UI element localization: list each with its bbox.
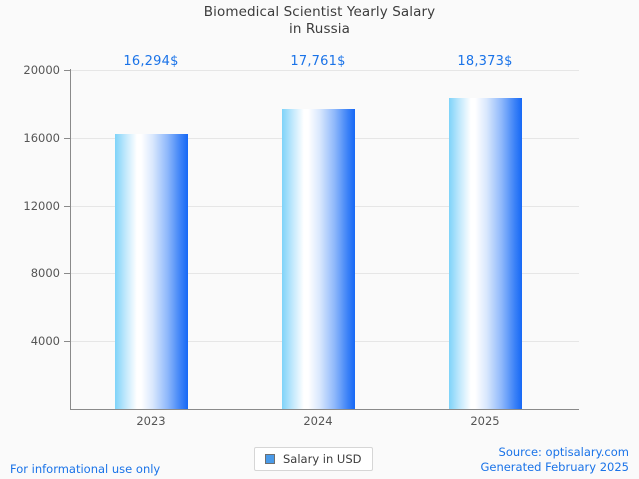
- y-tick-label-4000: 4000: [30, 334, 60, 348]
- bar-2024[interactable]: [282, 109, 355, 409]
- bar-2025[interactable]: [449, 98, 522, 409]
- bar-2023[interactable]: [115, 134, 188, 409]
- footer-disclaimer: For informational use only: [10, 462, 161, 476]
- y-tick-label-20000: 20000: [23, 63, 60, 77]
- y-tick-label-16000: 16000: [23, 131, 60, 145]
- y-tick-mark-12000: [64, 206, 70, 207]
- gridline-20000: [71, 70, 579, 71]
- legend-label-salary-in-usd: Salary in USD: [283, 452, 362, 466]
- y-tick-mark-8000: [64, 273, 70, 274]
- bar-value-2025: 18,373$: [457, 54, 513, 69]
- plot-area: [71, 70, 579, 409]
- x-tick-label-2024: 2024: [303, 414, 333, 428]
- legend-swatch-icon: [265, 454, 275, 464]
- y-tick-label-12000: 12000: [23, 199, 60, 213]
- y-tick-mark-20000: [64, 70, 70, 71]
- chart-title-line-2: in Russia: [289, 21, 350, 37]
- y-axis-line: [70, 69, 71, 410]
- bar-value-2024: 17,761$: [290, 54, 346, 69]
- y-tick-mark-4000: [64, 341, 70, 342]
- x-tick-label-2025: 2025: [470, 414, 500, 428]
- y-tick-mark-16000: [64, 138, 70, 139]
- chart-title: Biomedical Scientist Yearly Salary in Ru…: [0, 4, 639, 38]
- x-axis-line: [70, 409, 579, 410]
- footer-source-block: Source: optisalary.com Generated Februar…: [480, 445, 629, 475]
- chart-title-line-1: Biomedical Scientist Yearly Salary: [203, 4, 436, 20]
- footer-generated-date: Generated February 2025: [480, 460, 629, 474]
- footer-source: Source: optisalary.com: [498, 445, 629, 459]
- bar-value-2023: 16,294$: [123, 54, 179, 69]
- x-tick-label-2023: 2023: [136, 414, 166, 428]
- chart-legend[interactable]: Salary in USD: [254, 447, 373, 471]
- y-tick-label-8000: 8000: [30, 266, 60, 280]
